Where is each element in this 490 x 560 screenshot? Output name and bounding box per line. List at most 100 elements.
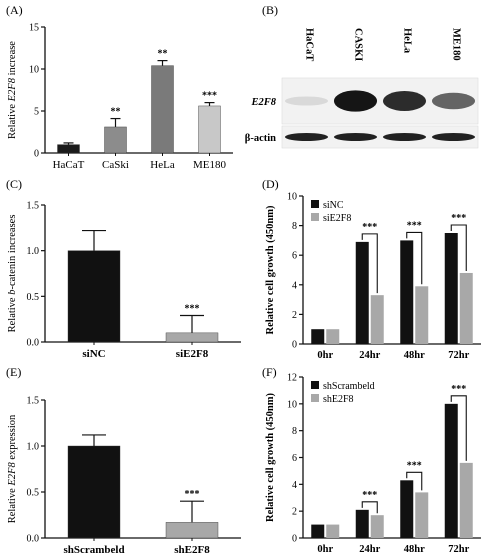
x-tick-label: 72hr (448, 544, 469, 555)
x-tick-label: 0hr (317, 350, 333, 361)
bar-she2f8-24hr (370, 515, 384, 538)
bar-sie2f8-48hr (415, 286, 429, 344)
bar-sie2f8-24hr (370, 295, 384, 344)
x-tick-label: HaCaT (53, 159, 85, 171)
x-tick-label: 48hr (404, 350, 425, 361)
legend-label-she2f8: shE2F8 (323, 394, 354, 405)
blot-band (284, 96, 329, 106)
panel-a-chart: 0 5 10 15 Relative E2F8 increase HaCaT ** CaSki… (7, 23, 233, 171)
bar-shscrambeld-48hr (400, 480, 414, 538)
significance-label: *** (362, 490, 377, 501)
legend-swatch-sinc (311, 200, 319, 208)
bar-hacat (57, 144, 80, 154)
significance-label: *** (202, 91, 217, 102)
x-tick-label: HeLa (150, 159, 175, 171)
significance-label: *** (451, 213, 466, 224)
significance-label: *** (407, 220, 422, 231)
panel-label-f: (F) (262, 365, 277, 379)
blot-band (431, 133, 476, 141)
y-axis-label: Relative E2F8 increase (7, 41, 18, 139)
x-tick-label: 24hr (359, 350, 380, 361)
y-tick-label: 8 (292, 221, 297, 232)
x-tick-label: 72hr (448, 350, 469, 361)
bar-she2f8-0hr (326, 524, 340, 538)
significance-bracket (361, 233, 378, 294)
panel-e-chart: 0.0 0.5 1.0 1.5 Relative E2F8 expression shSc… (7, 396, 241, 556)
legend-label-sinc: siNC (323, 200, 344, 211)
significance-bracket (361, 501, 378, 514)
bar-she2f8-72hr (459, 462, 473, 538)
y-axis-label: Relative b-catenin increases (7, 215, 18, 333)
significance-label: ** (111, 107, 121, 118)
y-tick-label: 6 (292, 251, 297, 262)
panel-label-e: (E) (6, 365, 21, 379)
x-tick-label: siNC (82, 348, 105, 360)
y-tick-label: 10 (287, 399, 297, 410)
blot-band (431, 92, 476, 110)
blot-band (382, 91, 427, 111)
x-tick-label: shScrambeld (63, 544, 124, 556)
panel-f-chart: 0 2 4 6 8 10 12 Relative cell growth (450nm) 0hr… (265, 373, 481, 555)
legend-label-shscrambeld: shScrambeld (323, 381, 375, 392)
bar-sie2f8-72hr (459, 272, 473, 344)
x-tick-label: 48hr (404, 544, 425, 555)
bar-she2f8-48hr (415, 492, 429, 538)
legend-swatch-she2f8 (311, 394, 319, 402)
y-tick-label: 0.0 (27, 534, 40, 545)
y-axis-label: Relative cell growth (450nm) (265, 205, 276, 334)
legend-swatch-sie2f8 (311, 213, 319, 221)
x-tick-label: 24hr (359, 544, 380, 555)
y-tick-label: 0.0 (27, 338, 40, 349)
blot-lane-label: ME180 (451, 28, 462, 61)
blot-lane-label: HeLa (402, 28, 413, 54)
blot-band (382, 133, 427, 141)
bar-sie2f8-0hr (326, 329, 340, 344)
bar-hela (151, 65, 174, 154)
blot-strip (281, 125, 479, 149)
y-axis-label: Relative cell growth (450nm) (265, 393, 276, 522)
blot-row-label: β-actin (245, 133, 276, 144)
y-tick-label: 15 (29, 23, 39, 34)
bar-caski (104, 126, 127, 154)
significance-bracket (450, 224, 467, 271)
blot-row-label: E2F8 (250, 97, 276, 108)
bar-me180 (198, 105, 221, 154)
y-axis-label: Relative E2F8 expression (7, 414, 18, 523)
significance-bracket (406, 471, 423, 491)
significance-label: ** (158, 49, 168, 60)
panel-label-b: (B) (262, 3, 278, 17)
x-tick-label: shE2F8 (174, 544, 210, 556)
bar-sinc-24hr (355, 241, 369, 344)
y-tick-label: 10 (29, 65, 39, 76)
bar-sinc-72hr (444, 233, 458, 344)
panel-c-chart: 0.0 0.5 1.0 1.5 Relative b-catenin increases… (7, 201, 241, 360)
y-tick-label: 1.5 (27, 396, 40, 407)
y-tick-label: 0.5 (27, 488, 40, 499)
y-tick-label: 0 (34, 149, 39, 160)
x-tick-label: 0hr (317, 544, 333, 555)
bar-sinc-48hr (400, 240, 414, 344)
legend-swatch-shscrambeld (311, 381, 319, 389)
significance-label: *** (185, 304, 200, 315)
y-tick-label: 8 (292, 426, 297, 437)
significance-label: *** (185, 489, 200, 500)
y-tick-label: 0 (292, 534, 297, 545)
panel-label-a: (A) (6, 3, 23, 17)
bar-shscrambeld-24hr (355, 509, 369, 538)
panel-label-d: (D) (262, 177, 279, 191)
y-tick-label: 1.5 (27, 201, 40, 212)
y-tick-label: 4 (292, 280, 297, 291)
panel-d-chart: 0 2 4 6 8 10 Relative cell growth (450nm) 0hr 24… (265, 192, 481, 361)
panel-b-western-blot: HaCaT CASKI HeLa ME180 E2F8 β-actin (245, 28, 479, 149)
blot-lane-label: CASKI (353, 28, 364, 61)
x-tick-label: ME180 (193, 159, 227, 171)
significance-label: *** (451, 384, 466, 395)
legend-label-sie2f8: siE2F8 (323, 213, 351, 224)
y-tick-label: 2 (292, 507, 297, 518)
y-tick-label: 6 (292, 453, 297, 464)
x-tick-label: siE2F8 (176, 348, 209, 360)
y-tick-label: 1.0 (27, 442, 40, 453)
significance-bracket (450, 395, 467, 461)
bar-sie2f8 (165, 332, 219, 343)
